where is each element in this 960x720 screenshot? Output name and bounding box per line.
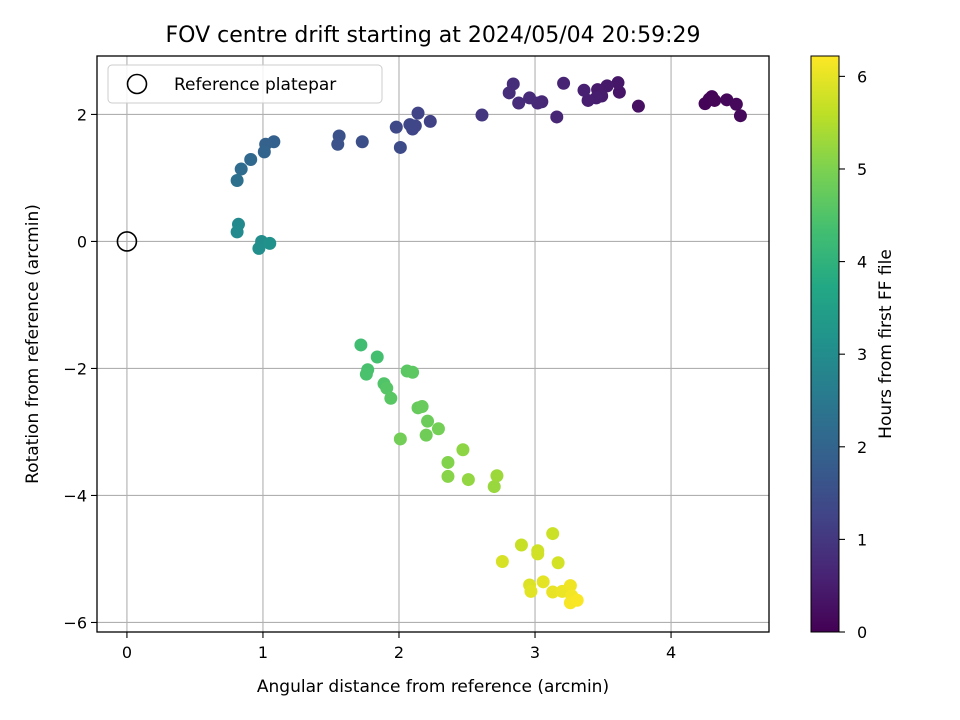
x-tick-label: 1 bbox=[258, 643, 268, 662]
data-point bbox=[244, 153, 258, 167]
data-point bbox=[441, 455, 455, 469]
data-point bbox=[384, 391, 398, 405]
data-point bbox=[524, 584, 538, 598]
data-point bbox=[423, 114, 437, 128]
colorbar-tick-label: 4 bbox=[857, 253, 867, 272]
data-point bbox=[523, 91, 537, 105]
legend: Reference platepar bbox=[107, 64, 383, 104]
data-point bbox=[419, 428, 433, 442]
data-point bbox=[359, 367, 373, 381]
data-point bbox=[708, 93, 722, 107]
reference-platepar-marker bbox=[116, 231, 138, 252]
data-point bbox=[252, 241, 266, 255]
data-point bbox=[612, 85, 626, 99]
data-point bbox=[403, 118, 417, 132]
legend-marker-icon bbox=[126, 73, 148, 95]
data-point bbox=[512, 96, 526, 110]
data-point bbox=[393, 140, 407, 154]
y-tick-label: −2 bbox=[63, 359, 87, 378]
data-point bbox=[393, 432, 407, 446]
colorbar-gradient bbox=[810, 55, 840, 633]
data-point bbox=[546, 585, 560, 599]
data-point bbox=[331, 137, 345, 151]
x-tick-label: 2 bbox=[394, 643, 404, 662]
data-point bbox=[551, 556, 565, 570]
data-point bbox=[230, 173, 244, 187]
colorbar-tick-label: 1 bbox=[857, 530, 867, 549]
scatter-points bbox=[230, 76, 747, 610]
data-point bbox=[389, 120, 403, 134]
data-point bbox=[431, 422, 445, 436]
data-point bbox=[487, 480, 501, 494]
data-point bbox=[263, 236, 277, 250]
data-point bbox=[550, 110, 564, 124]
legend-entry-reference-platepar: Reference platepar bbox=[174, 75, 336, 95]
data-point bbox=[230, 225, 244, 239]
data-point bbox=[456, 443, 470, 457]
data-point bbox=[234, 162, 248, 176]
y-tick-label: 0 bbox=[77, 232, 87, 251]
x-tick-label: 4 bbox=[666, 643, 676, 662]
colorbar-ticks: 0 1 2 3 4 5 6 bbox=[839, 67, 867, 642]
y-tick-label: −4 bbox=[63, 486, 87, 505]
y-axis-ticks: −6 −4 −2 0 2 bbox=[63, 105, 97, 632]
data-point bbox=[415, 400, 429, 414]
data-point bbox=[531, 547, 545, 561]
data-point bbox=[355, 135, 369, 149]
grid bbox=[97, 56, 769, 632]
colorbar-tick-label: 5 bbox=[857, 160, 867, 179]
x-tick-label: 0 bbox=[122, 643, 132, 662]
data-point bbox=[380, 381, 394, 395]
chart-title: FOV centre drift starting at 2024/05/04 … bbox=[166, 23, 701, 48]
data-point bbox=[502, 86, 516, 100]
colorbar: 0 1 2 3 4 5 6 Hours from first FF file bbox=[810, 55, 896, 642]
data-point bbox=[546, 527, 560, 541]
plot-area: 0 1 2 3 4 −6 −4 −2 0 2 bbox=[63, 55, 770, 662]
data-point bbox=[370, 350, 384, 364]
colorbar-tick-label: 0 bbox=[857, 623, 867, 642]
data-point bbox=[421, 414, 435, 428]
data-point bbox=[475, 108, 489, 122]
data-point bbox=[461, 473, 475, 487]
y-tick-label: 2 bbox=[77, 105, 87, 124]
axes-frame bbox=[96, 55, 770, 633]
data-point bbox=[570, 593, 584, 607]
data-point bbox=[441, 469, 455, 483]
data-point bbox=[490, 469, 504, 483]
x-tick-label: 3 bbox=[530, 643, 540, 662]
data-point bbox=[563, 579, 577, 593]
colorbar-label: Hours from first FF file bbox=[876, 249, 896, 439]
data-point bbox=[581, 93, 595, 107]
data-point bbox=[495, 555, 509, 569]
y-axis-label: Rotation from reference (arcmin) bbox=[23, 204, 43, 484]
y-tick-label: −6 bbox=[63, 613, 87, 632]
data-point bbox=[733, 109, 747, 123]
data-point bbox=[354, 338, 368, 352]
data-point bbox=[536, 575, 550, 589]
data-point bbox=[729, 97, 743, 111]
data-point bbox=[257, 145, 271, 159]
data-point bbox=[557, 76, 571, 90]
data-point bbox=[577, 83, 591, 97]
data-point bbox=[514, 538, 528, 552]
data-point bbox=[406, 365, 420, 379]
legend-box bbox=[107, 64, 383, 104]
data-point bbox=[411, 106, 425, 120]
colorbar-tick-label: 2 bbox=[857, 438, 867, 457]
data-point bbox=[631, 99, 645, 113]
x-axis-label: Angular distance from reference (arcmin) bbox=[257, 677, 609, 697]
data-point bbox=[611, 76, 625, 90]
colorbar-tick-label: 3 bbox=[857, 345, 867, 364]
x-axis-ticks: 0 1 2 3 4 bbox=[122, 632, 676, 662]
colorbar-tick-label: 6 bbox=[857, 67, 867, 86]
